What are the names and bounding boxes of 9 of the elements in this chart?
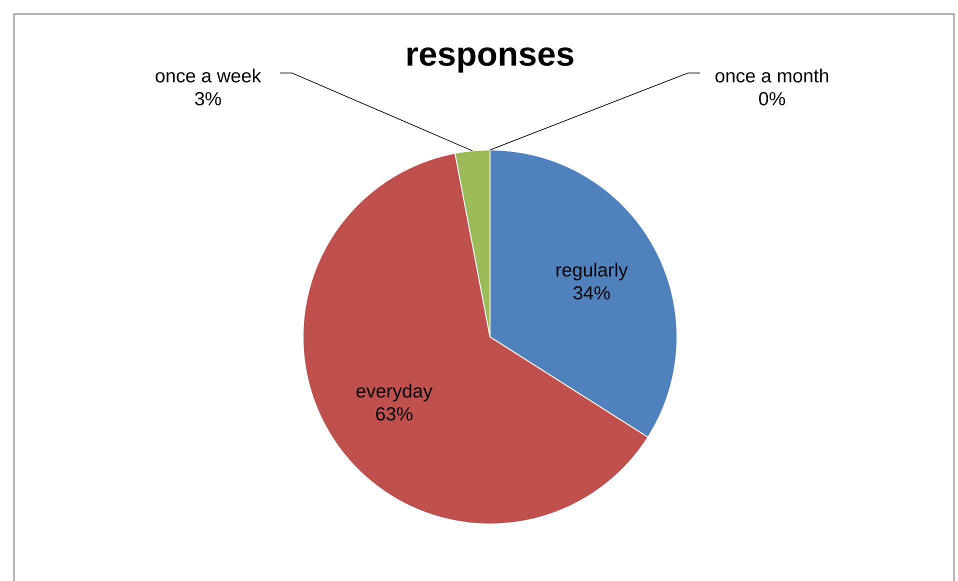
data-label: 3% [195, 92, 222, 106]
data-label: 34% [573, 286, 610, 300]
slice-label: regularly [556, 262, 628, 280]
category-label: once a month [715, 68, 828, 82]
chart-title: responses [408, 47, 574, 73]
slice-label: everyday [356, 384, 432, 402]
text: 0% [759, 92, 786, 106]
slice-label: once a week [156, 68, 262, 82]
data-label: 63% [376, 407, 412, 421]
